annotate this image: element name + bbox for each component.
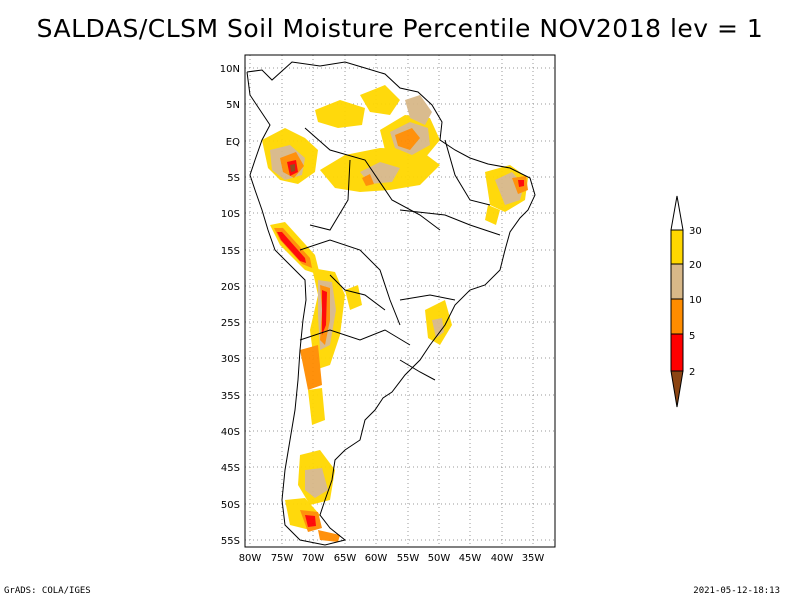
lon-label: 35W bbox=[522, 553, 545, 564]
lon-label: 50W bbox=[428, 553, 451, 564]
map-frame bbox=[244, 54, 556, 548]
lat-label: 10S bbox=[221, 209, 240, 220]
lat-label: 50S bbox=[221, 500, 240, 511]
legend-swatch-below-2 bbox=[670, 370, 684, 408]
footer-timestamp: 2021-05-12-18:13 bbox=[693, 586, 780, 596]
lon-label: 70W bbox=[302, 553, 325, 564]
lat-label: 10N bbox=[220, 64, 240, 75]
lon-label: 75W bbox=[271, 553, 294, 564]
lat-label: 35S bbox=[221, 391, 240, 402]
lon-label: 40W bbox=[491, 553, 514, 564]
legend-labels: 30 20 10 5 2 bbox=[689, 226, 702, 378]
legend-swatch-10-20 bbox=[670, 263, 684, 300]
legend-label: 2 bbox=[689, 367, 695, 378]
legend-swatch-20-30 bbox=[670, 229, 684, 265]
legend-label: 10 bbox=[689, 295, 702, 306]
lat-label: 20S bbox=[221, 282, 240, 293]
latitude-labels: 10N 5N EQ 5S 10S 15S 20S 25S 30S 35S 40S… bbox=[220, 64, 240, 547]
coastlines bbox=[246, 61, 536, 546]
longitude-labels: 80W 75W 70W 65W 60W 55W 50W 45W 40W 35W bbox=[239, 553, 545, 564]
legend-swatch-above-30 bbox=[670, 195, 684, 231]
legend-swatch-5-10 bbox=[670, 298, 684, 335]
lon-label: 55W bbox=[397, 553, 420, 564]
legend-colorbar bbox=[670, 195, 684, 408]
lat-label: 15S bbox=[221, 246, 240, 257]
lat-label: EQ bbox=[226, 137, 240, 148]
lon-label: 60W bbox=[365, 553, 388, 564]
percentile-shading bbox=[262, 85, 528, 542]
lat-label: 40S bbox=[221, 427, 240, 438]
lon-label: 65W bbox=[334, 553, 357, 564]
lat-label: 45S bbox=[221, 463, 240, 474]
legend-label: 20 bbox=[689, 260, 702, 271]
footer-credit: GrADS: COLA/IGES bbox=[4, 586, 91, 596]
lat-label: 55S bbox=[221, 536, 240, 547]
legend-label: 5 bbox=[689, 331, 695, 342]
legend-label: 30 bbox=[689, 226, 702, 237]
lat-label: 25S bbox=[221, 318, 240, 329]
map-title: SALDAS/CLSM Soil Moisture Percentile NOV… bbox=[36, 14, 764, 43]
lat-label: 5N bbox=[226, 100, 240, 111]
legend-swatch-2-5 bbox=[670, 333, 684, 372]
lat-label: 5S bbox=[227, 173, 240, 184]
lon-label: 80W bbox=[239, 553, 262, 564]
lat-label: 30S bbox=[221, 354, 240, 365]
lon-label: 45W bbox=[459, 553, 482, 564]
